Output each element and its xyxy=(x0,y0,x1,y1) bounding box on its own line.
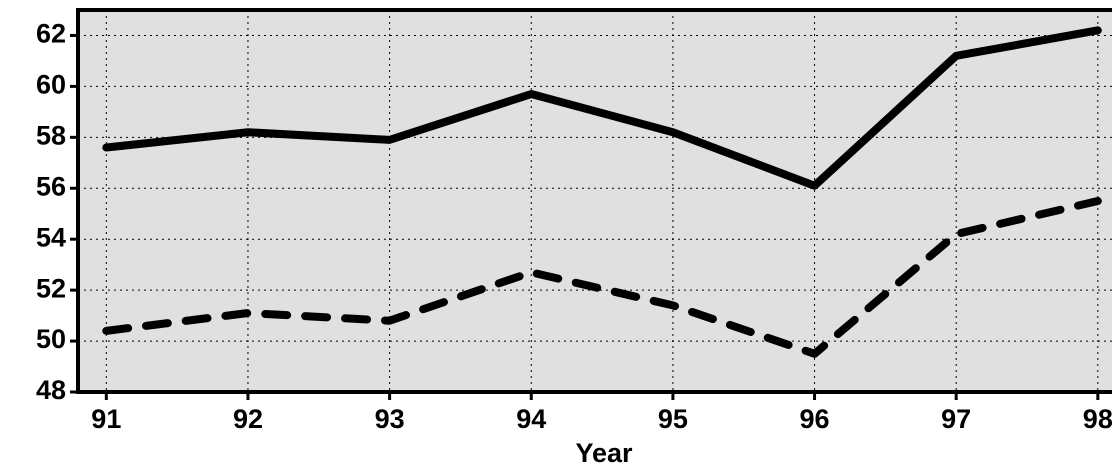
y-tick-label: 56 xyxy=(36,171,66,201)
y-tick-label: 52 xyxy=(36,273,66,303)
y-tick-label: 60 xyxy=(36,70,66,100)
y-tick-label: 58 xyxy=(36,120,66,150)
x-tick-label: 98 xyxy=(1083,404,1112,434)
y-tick-label: 62 xyxy=(36,19,66,49)
x-axis-label: Year xyxy=(575,438,633,467)
x-tick-label: 97 xyxy=(941,404,971,434)
x-tick-label: 95 xyxy=(658,404,688,434)
x-tick-label: 94 xyxy=(516,404,546,434)
y-tick-label: 54 xyxy=(36,222,66,252)
line-series xyxy=(102,197,1102,358)
y-tick-label: 48 xyxy=(36,375,66,405)
x-tick-label: 93 xyxy=(375,404,405,434)
y-tick-label: 50 xyxy=(36,324,66,354)
x-tick-label: 92 xyxy=(233,404,263,434)
x-tick-label: 91 xyxy=(91,404,121,434)
line-series xyxy=(102,26,1102,190)
x-tick-label: 96 xyxy=(800,404,830,434)
plot-background xyxy=(78,10,1112,392)
